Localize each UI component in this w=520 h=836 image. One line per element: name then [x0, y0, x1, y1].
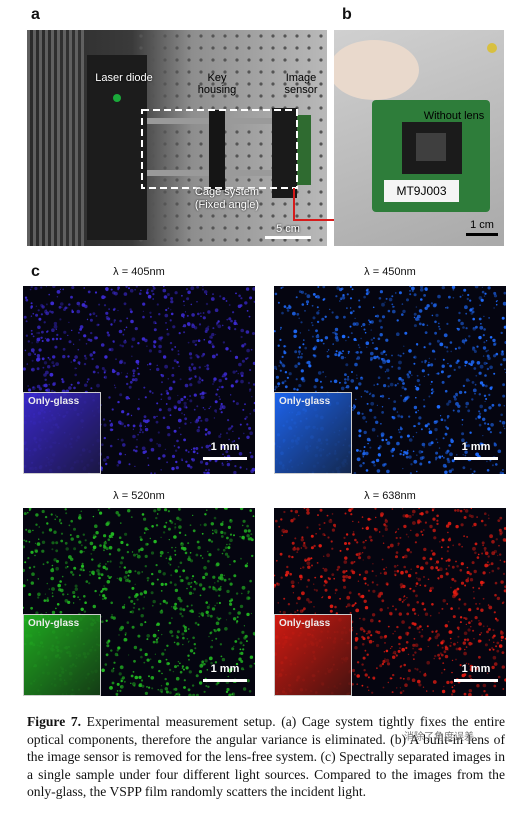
only-glass-label: Only-glass [28, 396, 80, 407]
watermark: 消除了角度误差 [404, 732, 474, 743]
only-glass-label: Only-glass [279, 396, 331, 407]
without-lens-label: Without lens [423, 110, 485, 122]
scale-bar-mm [203, 457, 247, 460]
wavelength-label: λ = 520nm [113, 490, 165, 502]
scale-bar-mm [454, 457, 498, 460]
scale-label-mm: 1 mm [210, 663, 240, 675]
caption-text: Experimental measurement setup. (a) Cage… [27, 714, 505, 799]
figure-number: Figure 7. [27, 714, 82, 729]
only-glass-inset: Only-glass [274, 614, 352, 696]
only-glass-inset: Only-glass [274, 392, 352, 474]
speckle-image: Only-glass 1 mm [274, 286, 506, 474]
sensor-photo: Without lens MT9J003 1 cm [334, 30, 504, 246]
panel-c-label: c [31, 263, 40, 280]
image-sensor-label: Image sensor [284, 72, 318, 96]
fixed-angle-label: (Fixed angle) [194, 199, 260, 211]
wavelength-label: λ = 450nm [364, 266, 416, 278]
only-glass-inset: Only-glass [23, 614, 101, 696]
scale-label-a: 5 cm [276, 223, 300, 235]
key-housing-label: Key housing [197, 72, 237, 96]
scale-label-mm: 1 mm [210, 441, 240, 453]
scale-bar-mm [454, 679, 498, 682]
speckle-image: Only-glass 1 mm [23, 286, 255, 474]
cage-system-label: Cage system [194, 186, 260, 198]
scale-bar-b [466, 233, 498, 236]
panel-b-label: b [342, 6, 352, 23]
only-glass-label: Only-glass [279, 618, 331, 629]
scale-bar-mm [203, 679, 247, 682]
scale-label-mm: 1 mm [461, 441, 491, 453]
setup-photo-drawing [27, 30, 327, 246]
speckle-image: Only-glass 1 mm [274, 508, 506, 696]
laser-diode-label: Laser diode [95, 72, 153, 84]
wavelength-label: λ = 405nm [113, 266, 165, 278]
figure-caption: Figure 7. Experimental measurement setup… [27, 713, 505, 801]
sensor-model-label: MT9J003 [396, 184, 447, 198]
scale-bar-a [265, 236, 311, 239]
panel-a-label: a [31, 6, 40, 23]
sensor-photo-drawing [334, 40, 497, 212]
setup-photo: Laser diode Key housing Image sensor Cag… [27, 30, 327, 246]
only-glass-inset: Only-glass [23, 392, 101, 474]
scale-label-b: 1 cm [470, 219, 494, 231]
speckle-image: Only-glass 1 mm [23, 508, 255, 696]
wavelength-label: λ = 638nm [364, 490, 416, 502]
only-glass-label: Only-glass [28, 618, 80, 629]
scale-label-mm: 1 mm [461, 663, 491, 675]
